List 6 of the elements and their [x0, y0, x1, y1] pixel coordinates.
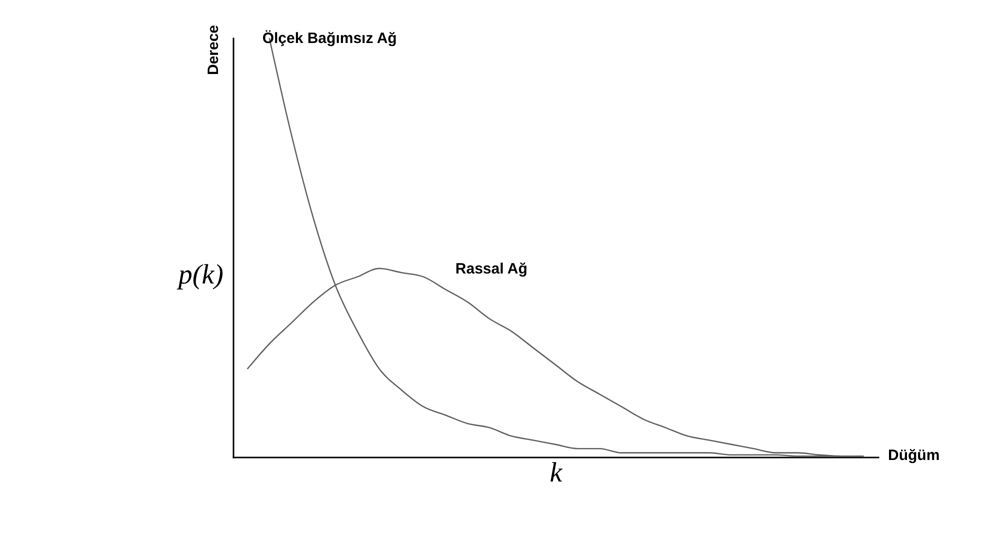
text: Derece	[205, 24, 222, 76]
x-axis-title: k	[550, 458, 563, 488]
series-label: Rassal Ağ	[455, 260, 528, 278]
series-label: Ölçek Bağımsız Ağ	[262, 30, 397, 47]
text: Düğüm	[888, 447, 940, 464]
y-axis-title: p(k)	[176, 260, 224, 290]
